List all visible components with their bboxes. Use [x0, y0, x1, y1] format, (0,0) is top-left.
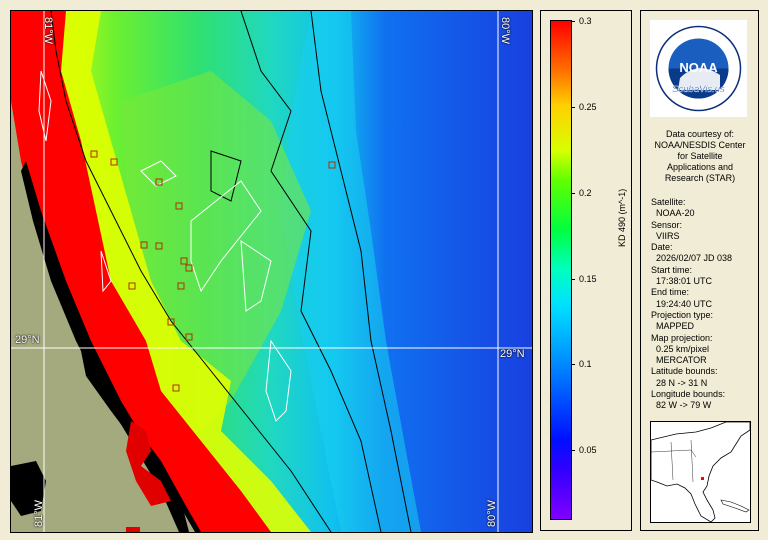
- colorbar-tick-label: 0.15: [579, 273, 597, 284]
- noaa-seal-icon: NOAA ScubaVis.us: [655, 25, 742, 112]
- latitude-bounds-value: 28 N -> 31 N: [656, 377, 708, 388]
- colorbar-tick: [571, 364, 575, 366]
- colorbar-tick: [571, 21, 575, 22]
- data-credit: Data courtesy of: NOAA/NESDIS Center for…: [645, 129, 755, 184]
- red-patch: [126, 421, 171, 506]
- cyan-band: [281, 11, 421, 532]
- credit-line: NOAA/NESDIS Center: [654, 140, 746, 150]
- start-time-value: 17:38:01 UTC: [656, 276, 713, 287]
- colorbar: [550, 20, 572, 520]
- land-area: [11, 101, 196, 532]
- credit-line: Applications and: [666, 162, 734, 172]
- longitude-bounds-label: Longitude bounds:: [651, 389, 726, 400]
- lon-label-top-right: 80°W: [499, 17, 511, 45]
- colorbar-tick-label: 0.2: [579, 187, 592, 198]
- logo-overlay-text: ScubaVis.us: [672, 84, 725, 95]
- map-canvas: [11, 11, 532, 532]
- colorbar-title: KD 490 (m^-1): [617, 188, 627, 247]
- date-label: Date:: [651, 242, 673, 253]
- date-value: 2026/02/07 JD 038: [656, 253, 733, 264]
- noaa-center-text: NOAA: [679, 60, 718, 75]
- shoal-outline: [38, 70, 112, 293]
- contour-line: [310, 11, 412, 532]
- lon-label-bottom-right: 80°W: [486, 499, 498, 527]
- lon-label-top-left: 81°W: [42, 17, 54, 45]
- lon-label-bottom-left: 81°W: [33, 499, 45, 527]
- end-time-label: End time:: [651, 287, 690, 298]
- colorbar-tick-label: 0.3: [579, 16, 592, 26]
- map-projection-label: Map projection:: [651, 332, 713, 343]
- metadata-list: Satellite: NOAA-20 Sensor: VIIRS Date: 2…: [651, 197, 755, 412]
- info-panel: NOAA ScubaVis.us Data courtesy of: NOAA/…: [640, 10, 759, 531]
- inlet-land: [11, 461, 46, 516]
- contour-line: [240, 11, 382, 532]
- shoal-outline: [140, 160, 292, 422]
- credit-line: for Satellite: [677, 151, 723, 161]
- colorbar-tick: [571, 278, 575, 280]
- colorbar-tick: [571, 106, 575, 108]
- credit-line: Research (STAR): [664, 173, 736, 183]
- end-time-value: 19:24:40 UTC: [656, 298, 713, 309]
- colorbar-tick: [571, 450, 575, 452]
- colorbar-tick-label: 0.1: [579, 359, 592, 370]
- satellite-value: NOAA-20: [656, 208, 695, 219]
- station-markers: [90, 150, 336, 392]
- locator-map-icon: [651, 422, 750, 522]
- sensor-label: Sensor:: [651, 219, 683, 230]
- colorbar-tick-label: 0.25: [579, 101, 597, 112]
- latitude-bounds-label: Latitude bounds:: [651, 366, 718, 377]
- start-time-label: Start time:: [651, 264, 693, 275]
- colorbar-tick-label: 0.05: [579, 445, 597, 456]
- projection-type-label: Projection type:: [651, 309, 714, 320]
- lat-label-right: 29°N: [500, 348, 525, 360]
- map-projection-value: MERCATOR: [656, 355, 707, 366]
- sensor-value: VIIRS: [656, 230, 680, 241]
- contour-line: [50, 11, 332, 532]
- satellite-map[interactable]: 81°W 80°W 81°W 80°W 29°N 29°N: [10, 10, 533, 533]
- locator-inset-map: [650, 421, 751, 523]
- noaa-logo: NOAA ScubaVis.us: [650, 20, 747, 117]
- projection-type-value: MAPPED: [656, 321, 695, 332]
- colorbar-tick: [571, 192, 575, 194]
- color-legend: 0.3 0.25 0.2 0.15 0.1 0.05 KD 490 (m^-1): [540, 10, 632, 531]
- map-resolution-value: 0.25 km/pixel: [656, 343, 710, 354]
- satellite-label: Satellite:: [651, 197, 686, 207]
- lat-label-left: 29°N: [15, 334, 40, 346]
- credit-line: Data courtesy of:: [665, 129, 735, 139]
- red-patch-bottom: [126, 527, 140, 532]
- barrier-island: [21, 161, 189, 532]
- longitude-bounds-value: 82 W -> 79 W: [656, 400, 712, 411]
- contour-line: [210, 150, 242, 202]
